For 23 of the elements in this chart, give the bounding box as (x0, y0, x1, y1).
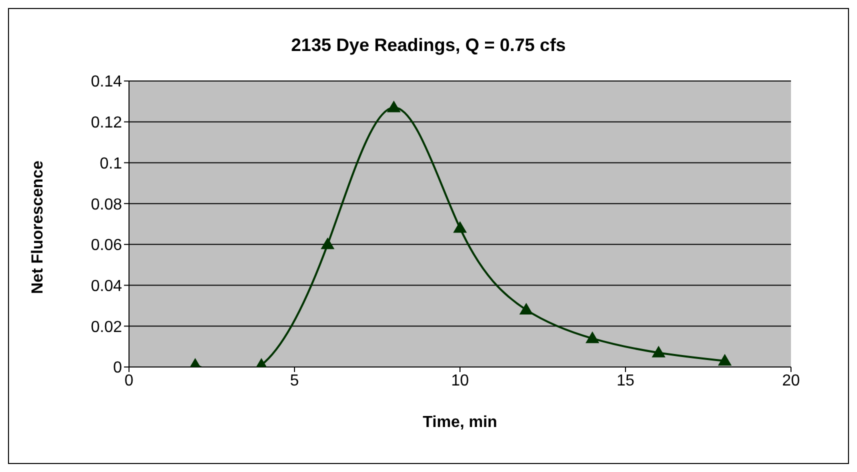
point (387, 101, 400, 112)
x-tick-label: 0 (124, 372, 134, 390)
point (718, 354, 732, 366)
y-axis-title: Net Fluorescence (30, 160, 47, 294)
y-tick-label: 0.08 (90, 196, 122, 214)
y-tick-label: 0.04 (90, 278, 122, 295)
x-tick-label: 5 (290, 372, 300, 390)
x-tick-label: 20 (782, 372, 800, 390)
x-axis-title: Time, min (422, 414, 498, 431)
point (586, 332, 599, 344)
x-tick-label: 10 (451, 372, 469, 390)
y-tick-label: 0 (113, 360, 122, 377)
point (454, 222, 466, 233)
point (520, 303, 533, 314)
y-tick-label: 0.06 (90, 237, 122, 254)
y-tick-label: 0.12 (90, 114, 122, 132)
y-tick-label: 0.02 (90, 318, 122, 336)
y-tick-label: 0.14 (90, 74, 122, 91)
chart-title: 2135 Dye Readings, Q = 0.75 cfs (290, 35, 567, 56)
point (652, 346, 666, 358)
point (321, 238, 334, 250)
y-tick-label: 0.1 (100, 155, 122, 172)
x-tick-label: 15 (616, 372, 634, 390)
